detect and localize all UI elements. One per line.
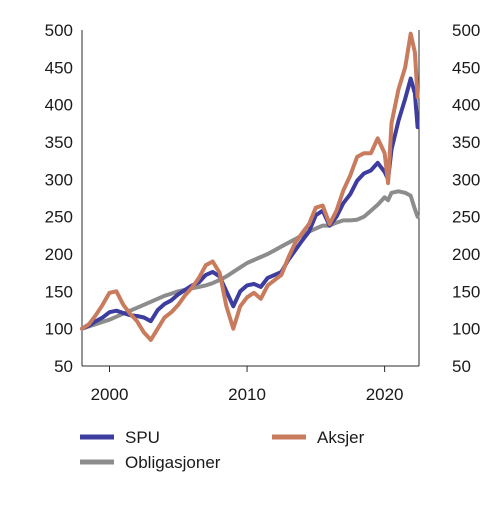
y-tick-label-left: 150 xyxy=(45,282,73,301)
y-tick-label-right: 150 xyxy=(452,282,480,301)
series-line-spu xyxy=(80,76,420,331)
y-tick-label-left: 50 xyxy=(54,357,73,376)
y-tick-label-left: 450 xyxy=(45,58,73,77)
y-tick-label-right: 500 xyxy=(452,21,480,40)
y-tick-label-left: 350 xyxy=(45,133,73,152)
y-tick-label-right: 50 xyxy=(452,357,471,376)
y-tick-label-right: 250 xyxy=(452,208,480,227)
legend-label-obligasjoner: Obligasjoner xyxy=(125,453,221,472)
y-tick-label-right: 450 xyxy=(452,58,480,77)
y-tick-label-left: 400 xyxy=(45,96,73,115)
x-tick-label: 2010 xyxy=(228,385,266,404)
y-tick-label-right: 400 xyxy=(452,96,480,115)
x-tick-labels: 2000 2010 2020 xyxy=(91,366,404,404)
legend-label-aksjer: Aksjer xyxy=(317,428,365,447)
y-tick-label-right: 300 xyxy=(452,170,480,189)
plot-area xyxy=(81,30,420,367)
y-tick-label-right: 100 xyxy=(452,320,480,339)
y-tick-label-right: 350 xyxy=(452,133,480,152)
y-tick-label-right: 200 xyxy=(452,245,480,264)
series-lines xyxy=(80,31,420,342)
x-tick-label: 2020 xyxy=(366,385,404,404)
y-tick-label-left: 500 xyxy=(45,21,73,40)
y-tick-labels-left: 50 100 150 200 250 300 350 400 450 500 xyxy=(45,21,73,376)
y-tick-label-left: 250 xyxy=(45,208,73,227)
y-tick-label-left: 300 xyxy=(45,170,73,189)
y-tick-label-left: 100 xyxy=(45,320,73,339)
series-line-obligasjoner xyxy=(80,189,420,331)
legend-label-spu: SPU xyxy=(125,428,160,447)
y-tick-labels-right: 50 100 150 200 250 300 350 400 450 500 xyxy=(452,21,480,376)
legend: SPU Aksjer Obligasjoner xyxy=(80,428,365,472)
series-line-aksjer xyxy=(80,31,420,342)
x-tick-label: 2000 xyxy=(91,385,129,404)
y-tick-label-left: 200 xyxy=(45,245,73,264)
